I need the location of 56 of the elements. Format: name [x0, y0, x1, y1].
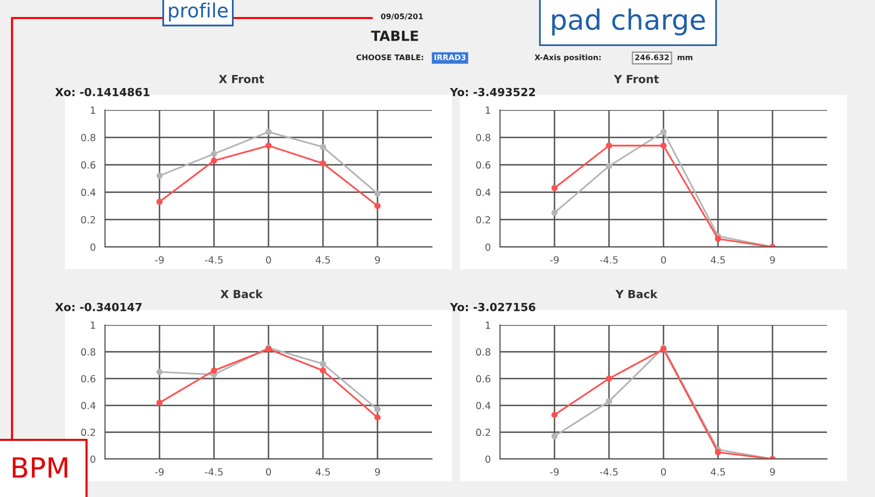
x-tick-label: 0: [266, 256, 271, 264]
y-tick-label: 0.6: [476, 375, 490, 382]
y-tick-label: 0.2: [81, 428, 95, 436]
x-tick-label: -4.5: [204, 256, 223, 264]
y-tick-label: 1: [486, 322, 490, 329]
y-tick-label: 0.8: [81, 134, 96, 142]
chart-subtitle: Xo: -0.1414861: [55, 88, 150, 96]
y-tick-label: 0.2: [476, 428, 490, 436]
y-tick-label: 0.6: [81, 161, 96, 169]
x-tick-label: 0: [266, 468, 271, 476]
chart-title: Y Front: [614, 74, 659, 84]
y-tick-label: 0.4: [81, 402, 96, 410]
x-tick-label: 4.5: [316, 468, 330, 476]
x-tick-label: 9: [770, 468, 775, 476]
chart-subtitle: Xo: -0.340147: [55, 302, 142, 312]
text: BPM: [12, 457, 68, 478]
x-tick-label: 0: [661, 468, 666, 476]
chart-subtitle: Yo: -3.027156: [450, 302, 536, 312]
y-tick-label: 0.4: [476, 402, 490, 410]
y-tick-label: 0: [485, 243, 490, 251]
x-tick-label: -4.5: [600, 256, 618, 264]
x-tick-label: -4.5: [204, 468, 223, 476]
y-tick-label: 0.8: [81, 348, 96, 356]
chart-title: Y Back: [615, 290, 658, 298]
x-tick-label: 4.5: [710, 256, 725, 264]
x-tick-label: 9: [770, 256, 775, 264]
x-tick-label: -9: [550, 468, 559, 476]
x-tick-label: -9: [155, 468, 164, 476]
y-tick-label: 0.8: [476, 134, 490, 142]
y-tick-label: 0.4: [81, 188, 96, 196]
x-tick-label: 9: [375, 468, 380, 476]
y-tick-label: 0.2: [81, 216, 95, 224]
y-tick-label: 0.6: [476, 161, 490, 169]
text: TABLE: [371, 30, 418, 41]
chart-title: X Back: [220, 290, 263, 298]
y-tick-label: 0: [90, 243, 96, 251]
y-tick-label: 0.4: [476, 188, 490, 196]
y-tick-label: 0: [485, 455, 490, 463]
chart-title: X Front: [218, 74, 264, 84]
x-tick-label: -9: [550, 256, 559, 264]
x-tick-label: 4.5: [710, 468, 725, 476]
y-tick-label: 0.6: [81, 375, 96, 382]
y-tick-label: 0: [90, 455, 96, 463]
y-tick-label: 1: [90, 106, 96, 114]
chart-subtitle: Yo: -3.493522: [450, 88, 535, 96]
x-tick-label: 4.5: [316, 256, 330, 264]
x-tick-label: 0: [661, 256, 666, 264]
y-tick-label: 1: [486, 106, 490, 114]
y-tick-label: 0.2: [476, 216, 490, 224]
y-tick-label: 1: [90, 322, 96, 329]
text: pad charge: [552, 8, 705, 36]
x-tick-label: 9: [375, 256, 380, 264]
text: profile: [169, 2, 228, 22]
y-tick-label: 0.8: [476, 348, 490, 356]
x-tick-label: -9: [155, 256, 164, 264]
x-tick-label: -4.5: [600, 468, 618, 476]
